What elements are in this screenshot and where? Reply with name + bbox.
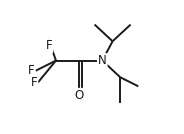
Text: F: F	[46, 39, 52, 52]
Text: O: O	[75, 89, 84, 102]
Text: F: F	[31, 76, 37, 89]
Text: F: F	[28, 64, 35, 77]
Text: N: N	[98, 54, 107, 67]
